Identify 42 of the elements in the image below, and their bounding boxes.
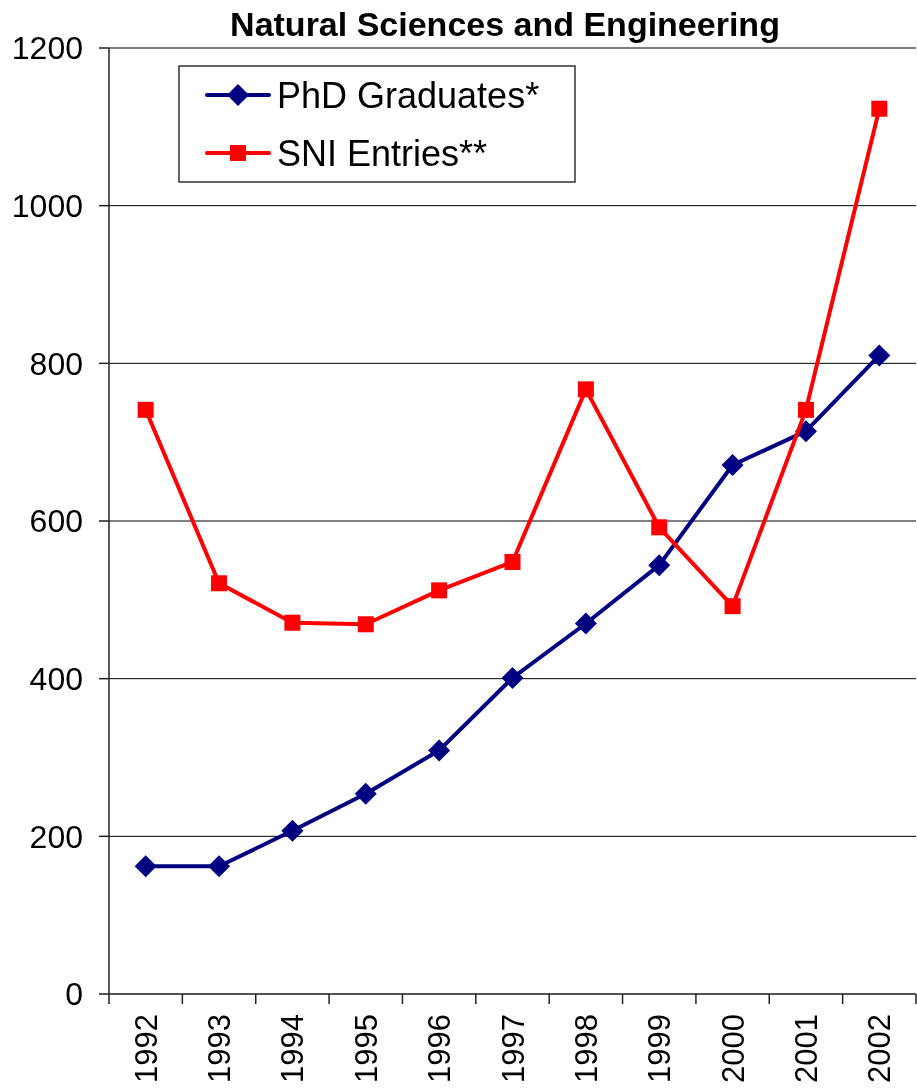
point [354, 782, 377, 805]
chart-title: Natural Sciences and Engineering [230, 5, 780, 43]
x-tick-label: 2000 [715, 1014, 751, 1083]
point [208, 855, 231, 878]
y-tick-label: 200 [29, 818, 83, 855]
x-tick-label: 1994 [275, 1014, 311, 1083]
x-tick-label: 1999 [642, 1014, 678, 1083]
point [284, 614, 301, 631]
x-tick-label: 1996 [422, 1014, 458, 1083]
point [648, 554, 671, 577]
y-tick-label: 1000 [11, 187, 83, 224]
point [211, 575, 228, 592]
y-tick-label: 400 [29, 660, 83, 697]
point [797, 401, 814, 418]
x-tick-label: 2002 [862, 1014, 898, 1083]
legend-label: PhD Graduates* [277, 75, 540, 116]
point [501, 666, 524, 689]
point [574, 612, 597, 635]
x-tick-label: 1997 [495, 1014, 531, 1083]
point [281, 819, 304, 842]
point [431, 582, 448, 599]
point [577, 381, 594, 398]
x-tick-label: 1992 [128, 1014, 164, 1083]
y-tick-label: 600 [29, 503, 83, 540]
point [504, 553, 521, 570]
point [357, 616, 374, 633]
point [724, 598, 741, 615]
point [721, 454, 744, 477]
y-tick-label: 800 [29, 345, 83, 382]
y-tick-label: 1200 [11, 30, 83, 67]
y-tick-label: 0 [65, 976, 83, 1013]
point [651, 519, 668, 536]
legend-label: SNI Entries** [277, 133, 488, 174]
x-tick-label: 1998 [568, 1014, 604, 1083]
x-tick-label: 2001 [788, 1014, 824, 1083]
point [428, 739, 451, 762]
x-tick-label: 1995 [348, 1014, 384, 1083]
point [137, 401, 154, 418]
x-tick-label: 1993 [202, 1014, 238, 1083]
point [871, 100, 888, 117]
point [134, 855, 157, 878]
point [868, 344, 891, 367]
